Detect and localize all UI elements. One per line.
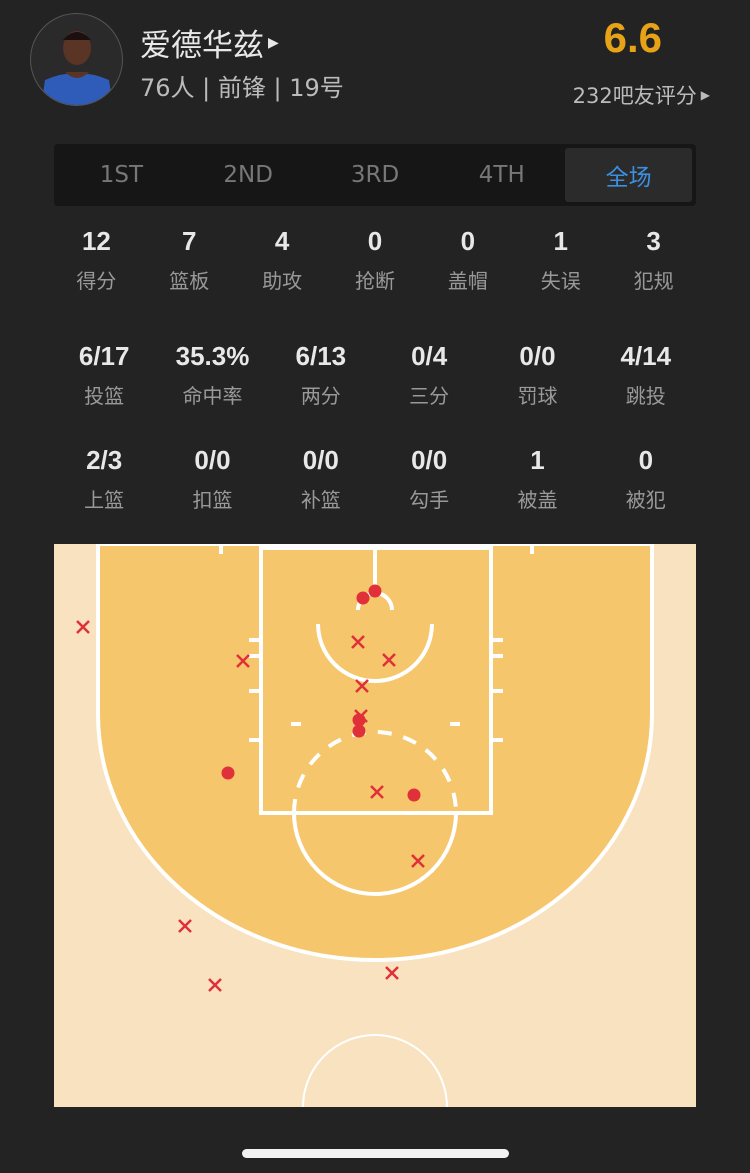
stat-item: 12 得分	[50, 226, 143, 294]
player-avatar[interactable]	[30, 13, 123, 106]
three-point-area	[96, 544, 654, 962]
stat-label: 勾手	[409, 488, 450, 512]
tab-4th[interactable]: 4TH	[478, 162, 525, 188]
missed-shot-marker	[382, 653, 396, 667]
stat-label: 扣篮	[192, 488, 233, 512]
stat-label: 上篮	[84, 488, 125, 512]
player-name: 爱德华兹	[140, 28, 264, 64]
stat-item: 0/0 补篮	[267, 445, 375, 513]
stat-value: 6/13	[295, 341, 347, 371]
period-tabs: 1ST 2ND 3RD 4TH 全场	[54, 144, 696, 206]
stat-value: 2/3	[86, 445, 123, 475]
shot-chart	[54, 544, 696, 1107]
missed-shot-marker	[178, 919, 192, 933]
rating-count-link[interactable]: 232吧友评分 ▶	[573, 80, 710, 110]
stat-value: 0	[638, 445, 654, 475]
stat-item: 0 抢断	[329, 226, 422, 294]
missed-shot-marker	[208, 978, 222, 992]
missed-shot-marker	[351, 635, 365, 649]
stat-label: 犯规	[633, 269, 674, 293]
stat-label: 三分	[409, 384, 450, 408]
stat-item: 0 被犯	[592, 445, 700, 513]
stat-value: 4/14	[620, 341, 672, 371]
stat-value: 0	[367, 226, 383, 256]
stat-label: 助攻	[262, 269, 303, 293]
stat-value: 7	[182, 226, 197, 256]
stat-label: 投篮	[84, 384, 125, 408]
stat-value: 0/0	[411, 445, 448, 475]
stat-value: 0/4	[411, 341, 448, 371]
player-rating: 6.6	[603, 14, 662, 61]
stat-label: 命中率	[182, 384, 243, 408]
stat-label: 篮板	[169, 269, 210, 293]
stat-label: 跳投	[625, 384, 666, 408]
stat-value: 0	[460, 226, 476, 256]
stat-value: 1	[530, 445, 545, 475]
home-indicator[interactable]	[242, 1149, 509, 1158]
stat-value: 0/0	[519, 341, 556, 371]
stat-item: 0/0 罚球	[483, 341, 591, 409]
stat-value: 12	[81, 226, 111, 256]
stat-value: 1	[553, 226, 568, 256]
stat-value: 6/17	[78, 341, 130, 371]
stat-item: 0 盖帽	[421, 226, 514, 294]
stat-item: 2/3 上篮	[50, 445, 158, 513]
stat-item: 1 被盖	[483, 445, 591, 513]
rating-count: 232吧友评分	[572, 84, 697, 108]
missed-shot-marker	[411, 854, 425, 868]
stat-item: 0/4 三分	[375, 341, 483, 409]
made-shot-marker	[352, 724, 366, 738]
player-name-link[interactable]: 爱德华兹 ▶	[140, 20, 279, 65]
tab-3rd[interactable]: 3RD	[350, 162, 400, 188]
player-photo-icon	[41, 31, 113, 105]
stat-item: 1 失误	[514, 226, 607, 294]
stat-label: 得分	[76, 269, 117, 293]
tab-1st[interactable]: 1ST	[99, 162, 144, 188]
player-info: 76人 | 前锋 | 19号	[140, 74, 344, 102]
made-shot-marker	[368, 584, 382, 598]
stat-label: 盖帽	[447, 269, 488, 293]
caret-right-icon: ▶	[700, 88, 710, 102]
missed-shot-marker	[385, 966, 399, 980]
stat-value: 4	[274, 226, 290, 256]
stat-value: 0/0	[194, 445, 231, 475]
stat-label: 补篮	[300, 488, 341, 512]
stat-item: 35.3% 命中率	[158, 341, 266, 409]
stat-item: 4 助攻	[236, 226, 329, 294]
shot-markers	[76, 584, 425, 992]
stat-item: 6/17 投篮	[50, 341, 158, 409]
stat-label: 被盖	[517, 488, 558, 512]
missed-shot-marker	[76, 620, 90, 634]
made-shot-marker	[407, 788, 421, 802]
stat-value: 35.3%	[175, 341, 250, 371]
shot-type-stats-row: 2/3 上篮 0/0 扣篮 0/0 补篮 0/0 勾手 1 被盖 0 被犯	[50, 445, 700, 513]
stat-item: 6/13 两分	[267, 341, 375, 409]
stat-item: 0/0 勾手	[375, 445, 483, 513]
stat-label: 失误	[540, 269, 581, 293]
stat-label: 被犯	[625, 488, 666, 512]
missed-shot-marker	[236, 654, 250, 668]
stat-item: 3 犯规	[607, 226, 700, 294]
stat-label: 抢断	[355, 269, 395, 293]
stat-value: 3	[646, 226, 661, 256]
stat-item: 0/0 扣篮	[158, 445, 266, 513]
made-shot-marker	[352, 713, 366, 727]
stat-label: 两分	[300, 384, 341, 408]
basic-stats-row: 12 得分 7 篮板 4 助攻 0 抢断 0 盖帽 1 失误 3 犯规	[50, 226, 700, 294]
made-shot-marker	[221, 766, 235, 780]
made-shot-marker	[356, 591, 370, 605]
tab-2nd[interactable]: 2ND	[223, 162, 273, 188]
tab-full-game[interactable]: 全场	[565, 148, 692, 202]
stat-label: 罚球	[517, 384, 558, 408]
missed-shot-marker	[370, 785, 384, 799]
caret-right-icon: ▶	[268, 34, 279, 51]
stat-item: 4/14 跳投	[592, 341, 700, 409]
stat-value: 0/0	[302, 445, 339, 475]
missed-shot-marker	[355, 679, 369, 693]
court-lines	[219, 544, 534, 1107]
shooting-stats-row: 6/17 投篮 35.3% 命中率 6/13 两分 0/4 三分 0/0 罚球 4/14 跳投	[50, 341, 700, 409]
stat-item: 7 篮板	[143, 226, 236, 294]
